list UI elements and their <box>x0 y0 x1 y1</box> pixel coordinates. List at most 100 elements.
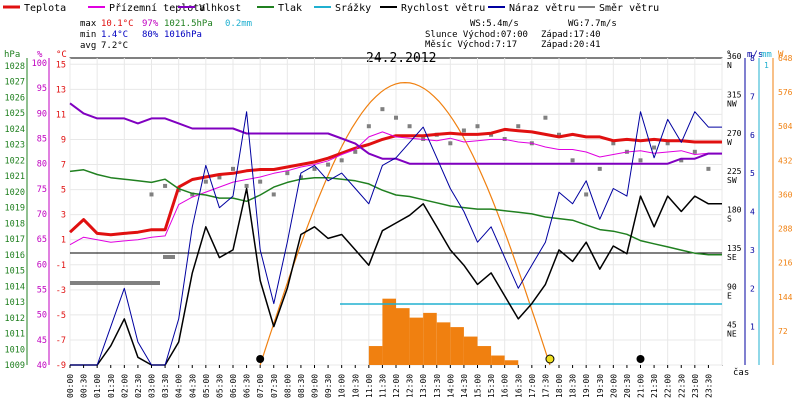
legend-label-dir: Směr větru <box>599 2 659 14</box>
wind-dir-point <box>475 124 480 129</box>
pct-tick-label: 75 <box>37 185 47 195</box>
x-tick-label: 16:00 <box>501 374 510 398</box>
pct-tick-label: 100 <box>32 59 47 69</box>
x-tick-label: 23:30 <box>704 374 713 398</box>
ms-unit: m/s <box>747 50 763 60</box>
stats-block: max 10.1°C 97% 1021.5hPa 0.2mm min 1.4°C… <box>80 19 617 51</box>
wind-dir-point <box>271 192 276 197</box>
wind-speed-info: WS:5.4m/s <box>470 19 519 29</box>
hpa-tick-label: 1022 <box>5 156 25 166</box>
pct-tick-label: 50 <box>37 311 47 321</box>
x-tick-label: 20:00 <box>609 374 618 398</box>
x-tick-label: 15:30 <box>487 374 496 398</box>
ms-tick-label: 4 <box>750 208 755 217</box>
pct-tick-label: 55 <box>37 286 47 296</box>
pct-tick-label: 60 <box>37 260 47 270</box>
legend-label-rain: Srážky <box>335 2 371 14</box>
deg-dir-label: E <box>727 291 732 300</box>
temp-line <box>68 127 722 237</box>
wind-dir-point <box>543 115 548 120</box>
solar-bar <box>409 317 424 365</box>
deg-unit: ° <box>726 50 731 60</box>
wind-dir-point <box>366 124 371 129</box>
x-tick-label: 13:00 <box>419 374 428 398</box>
x-tick-label: 02:30 <box>134 374 143 398</box>
wind-dir-point <box>516 124 521 129</box>
x-tick-label: 03:30 <box>161 374 170 398</box>
mm-tick-label: 1 <box>764 61 769 70</box>
x-tick-label: 20:30 <box>623 374 632 398</box>
pct-tick-label: 45 <box>37 336 47 346</box>
wind-dir-point <box>298 175 303 180</box>
x-tick-label: 01:30 <box>107 374 116 398</box>
degc-unit: °C <box>56 50 67 60</box>
hpa-tick-label: 1024 <box>5 125 25 135</box>
stats-max-rain: 0.2mm <box>225 19 252 29</box>
hpa-tick-label: 1015 <box>5 267 25 277</box>
wind-dir-point <box>597 166 602 171</box>
hpa-tick-label: 1026 <box>5 93 25 103</box>
wind-dir-point <box>244 183 249 188</box>
legend-label-temp: Teplota <box>24 3 66 14</box>
w-tick-label: 216 <box>778 259 793 268</box>
x-tick-label: 15:00 <box>474 374 483 398</box>
solar-curve <box>259 81 551 366</box>
wind-dir-point <box>163 183 168 188</box>
legend-item-ground: Přízemní teplota <box>88 2 205 14</box>
x-tick-label: 19:00 <box>582 374 591 398</box>
solar-bar <box>396 308 410 365</box>
w-tick-label: 576 <box>778 88 793 97</box>
degc-tick-label: 11 <box>56 110 66 120</box>
w-tick-label: 288 <box>778 225 793 234</box>
x-tick-label: 17:30 <box>541 374 550 398</box>
legend-label-press: Tlak <box>278 3 302 14</box>
degc-tick-label: 5 <box>61 186 66 196</box>
time-unit: čas <box>733 367 749 378</box>
x-tick-label: 07:30 <box>270 374 279 398</box>
hpa-tick-label: 1017 <box>5 235 25 245</box>
stats-max-label: max <box>80 19 97 29</box>
deg-dir-label: NW <box>727 99 737 108</box>
x-tick-label: 02:00 <box>120 374 129 398</box>
stats-min-press: 1016hPa <box>164 30 202 40</box>
hpa-tick-label: 1020 <box>5 188 25 198</box>
degc-tick-label: 1 <box>61 236 66 246</box>
deg-tick-label: 315 <box>727 90 742 99</box>
plot-layer <box>68 81 722 366</box>
w-tick-label: 360 <box>778 190 793 199</box>
x-tick-label: 11:00 <box>365 374 374 398</box>
wind-dir-point <box>638 158 643 163</box>
ms-tick-label: 5 <box>750 169 755 178</box>
moonset-marker <box>636 355 645 363</box>
x-tick-label: 22:30 <box>677 374 686 398</box>
w-unit: W <box>778 50 784 60</box>
wind-dir-point <box>285 171 290 176</box>
x-tick-layer: 00:00 00:30 01:00 01:30 02:00 02:30 03:00 03:30… <box>66 365 713 398</box>
legend-item-hum: Vlhkost <box>178 3 241 14</box>
x-tick-label: 17:00 <box>528 374 537 398</box>
legend-label-ground: Přízemní teplota <box>109 2 205 14</box>
solar-bar <box>423 312 437 365</box>
x-tick-label: 06:00 <box>229 374 238 398</box>
wind-dir-point <box>489 132 494 137</box>
degc-tick-label: -5 <box>56 311 66 321</box>
legend-item-gust: Náraz větru <box>488 2 575 14</box>
sunrise-marker <box>256 355 265 363</box>
sun-rise: Slunce Východ:07:00 <box>425 30 528 40</box>
stats-max-hum: 97% <box>142 19 159 29</box>
w-tick-label: 504 <box>778 122 793 131</box>
sun-set: Západ:17:40 <box>541 30 601 40</box>
stats-min-label: min <box>80 30 96 40</box>
x-tick-label: 05:30 <box>215 374 224 398</box>
x-tick-label: 10:30 <box>351 374 360 398</box>
stats-avg-label: avg <box>80 41 96 51</box>
degc-tick-label: -9 <box>56 361 66 371</box>
solar-bar <box>450 327 464 365</box>
x-tick-label: 19:30 <box>596 374 605 398</box>
x-tick-label: 04:00 <box>175 374 184 398</box>
legend: Teplota Přízemní teplota Vlhkost Tlak Sr… <box>3 2 659 14</box>
deg-dir-label: SE <box>727 253 737 262</box>
deg-dir-label: W <box>727 138 732 147</box>
x-tick-label: 04:30 <box>188 374 197 398</box>
